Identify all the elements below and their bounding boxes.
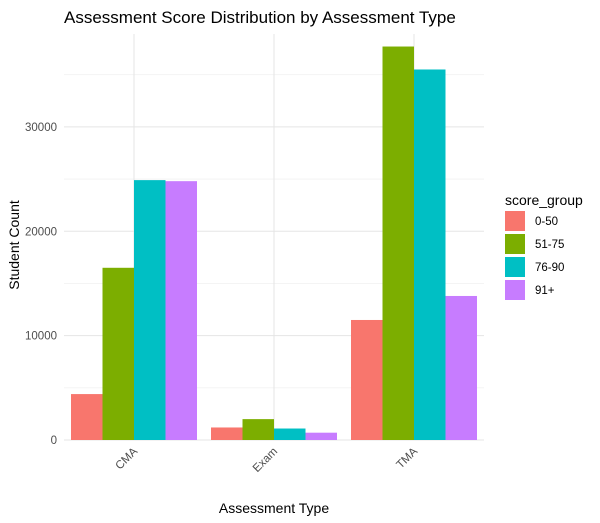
legend-key <box>505 280 525 300</box>
y-tick-label: 20000 <box>25 226 57 238</box>
legend-key <box>505 234 525 254</box>
y-tick-label: 10000 <box>25 331 57 343</box>
bar-tma-91plus <box>445 295 477 440</box>
legend-label: 51-75 <box>535 239 564 251</box>
bar-exam-51-75 <box>242 419 274 440</box>
legend-title: score_group <box>505 192 583 208</box>
x-tick-label: CMA <box>114 445 141 472</box>
bar-tma-76-90 <box>414 69 446 440</box>
legend-key <box>505 211 525 231</box>
x-tick-label: TMA <box>394 445 420 471</box>
bar-cma-51-75 <box>102 267 134 440</box>
bar-exam-91plus <box>305 432 337 440</box>
chart-title: Assessment Score Distribution by Assessm… <box>64 8 456 27</box>
legend-items: 0-50 51-75 76-90 91+ <box>505 211 564 300</box>
bar-cma-91plus <box>165 181 197 440</box>
bar-tma-51-75 <box>382 46 414 441</box>
y-axis-title: Student Count <box>6 200 22 290</box>
legend-key <box>505 257 525 277</box>
bar-exam-76-90 <box>274 428 306 440</box>
legend: score_group 0-50 51-75 76-90 91+ <box>505 192 583 300</box>
bar-exam-0-50 <box>211 427 243 440</box>
x-tick-label: Exam <box>251 446 280 475</box>
bar-cma-76-90 <box>134 180 166 440</box>
y-tick-label: 30000 <box>25 122 57 134</box>
legend-label: 76-90 <box>535 262 564 274</box>
legend-label: 0-50 <box>535 216 558 228</box>
bar-cma-0-50 <box>71 394 103 440</box>
y-tick-label: 0 <box>51 435 57 447</box>
bars <box>71 46 477 441</box>
x-axis-title: Assessment Type <box>219 500 329 516</box>
legend-label: 91+ <box>535 285 555 297</box>
bar-tma-0-50 <box>351 319 383 440</box>
